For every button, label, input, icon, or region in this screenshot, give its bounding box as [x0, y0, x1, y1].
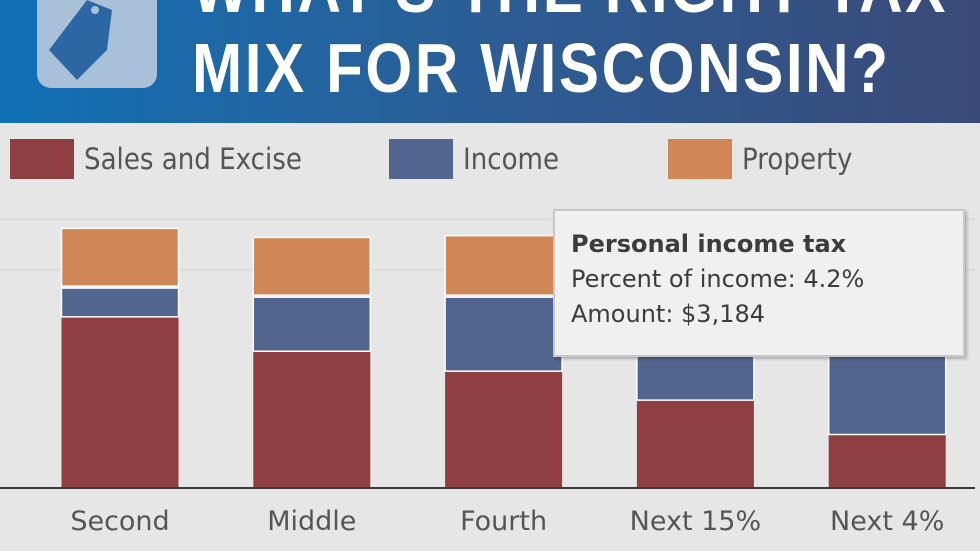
title-line-1: WHAT'S THE RIGHT TAX [192, 0, 948, 28]
bar-segment-sales-and-excise[interactable] [253, 351, 371, 487]
bar-segment-sales-and-excise[interactable] [445, 371, 563, 487]
legend-item-income[interactable]: Income [389, 138, 570, 180]
legend-label-sales: Sales and Excise [84, 142, 302, 176]
legend-label-property: Property [742, 142, 853, 176]
x-tick-label: Second [70, 506, 169, 537]
header-banner: WHAT'S THE RIGHT TAX MIX FOR WISCONSIN? [0, 0, 980, 123]
title-line-2: MIX FOR WISCONSIN? [192, 29, 891, 107]
legend-item-sales[interactable]: Sales and Excise [10, 138, 326, 180]
bar-segment-property[interactable] [444, 234, 563, 296]
legend-swatch-property [668, 139, 732, 179]
legend-swatch-income [389, 139, 453, 179]
chart-legend: Sales and Excise Income Property [0, 138, 980, 180]
bar-segment-income[interactable] [60, 287, 180, 318]
legend-swatch-sales [10, 139, 74, 179]
bar-segment-sales-and-excise[interactable] [61, 316, 179, 487]
x-tick-label: Next 4% [830, 506, 944, 537]
legend-item-property[interactable]: Property [668, 138, 865, 180]
tooltip-title: Personal income tax [571, 230, 847, 258]
legend-label-income: Income [463, 142, 560, 176]
bar-segment-property[interactable] [60, 227, 180, 287]
bar-segment-income[interactable] [252, 296, 372, 353]
bar-segment-income[interactable] [444, 296, 563, 372]
bar-segment-sales-and-excise[interactable] [636, 400, 754, 487]
x-tick-label: Middle [267, 506, 356, 537]
page-title: WHAT'S THE RIGHT TAX MIX FOR WISCONSIN? [192, 0, 948, 108]
tooltip: Personal income tax Percent of income: 4… [553, 209, 965, 357]
x-tick-label: Next 15% [630, 506, 762, 537]
x-tick-label: Fourth [460, 506, 547, 537]
price-tag-icon [37, 0, 157, 88]
tooltip-percent: Percent of income: 4.2% [571, 265, 865, 293]
bar-segment-sales-and-excise[interactable] [828, 434, 946, 487]
bar-segment-property[interactable] [252, 236, 372, 296]
tooltip-amount: Amount: $3,184 [571, 300, 766, 328]
